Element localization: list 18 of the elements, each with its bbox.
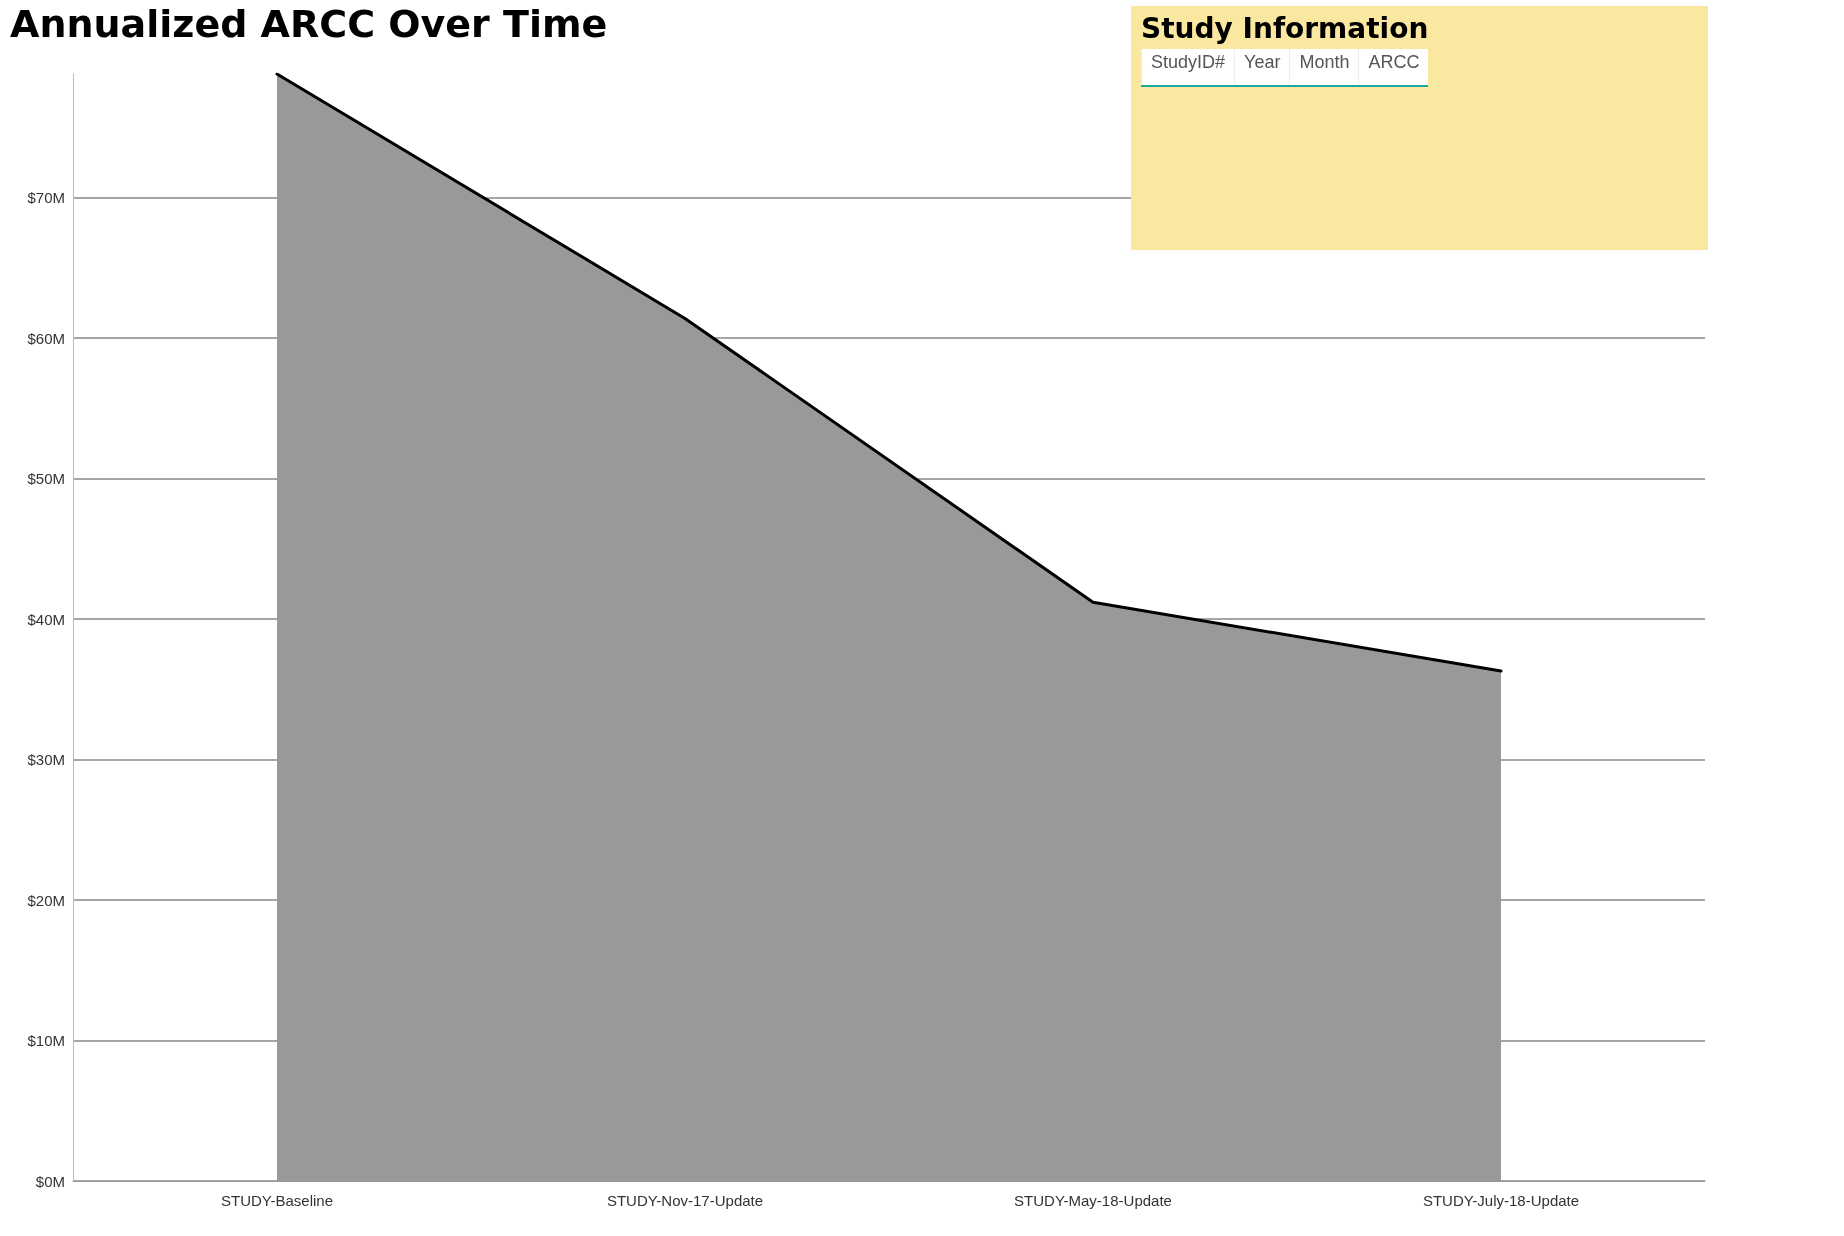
y-tick-label: $40M (27, 610, 65, 628)
y-tick-label: $0M (35, 1172, 65, 1190)
text: Year (1234, 49, 1290, 86)
y-tick-label: $20M (27, 891, 65, 909)
x-tick-label: STUDY-Baseline (221, 1192, 333, 1209)
y-tick-label: $60M (27, 329, 65, 347)
x-tick-label: STUDY-May-18-Update (1014, 1192, 1172, 1209)
x-tick-label: STUDY-July-18-Update (1422, 1192, 1580, 1209)
text: Study Information (1141, 12, 1430, 45)
y-tick-label: $10M (27, 1032, 65, 1050)
text: Month (1289, 49, 1359, 86)
text: ARCC (1358, 49, 1429, 86)
chart-title: Annualized ARCC Over Time (10, 2, 608, 46)
text: StudyID# (1141, 49, 1235, 86)
y-tick-label: $30M (27, 751, 65, 769)
y-tick-label: $70M (27, 189, 65, 207)
y-tick-label: $50M (27, 470, 65, 488)
x-tick-label: STUDY-Nov-17-Update (606, 1192, 764, 1209)
